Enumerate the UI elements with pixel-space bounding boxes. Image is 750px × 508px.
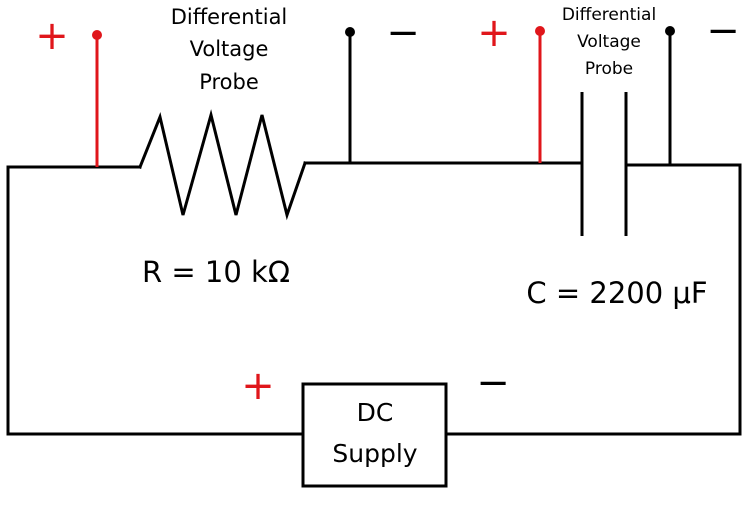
probe-left-minus-sign: −: [386, 10, 420, 56]
probe-left-plus-sign: +: [35, 13, 69, 59]
resistor-value-label: R = 10 kΩ: [142, 255, 290, 289]
probe-left: + − Differential Voltage Probe: [35, 5, 420, 167]
probe-right-label-line1: Differential: [562, 5, 656, 25]
probe-right-positive-tip: [535, 26, 545, 36]
capacitor-symbol: [580, 92, 628, 236]
resistor-symbol: [138, 109, 307, 221]
wire-left-top: [6, 165, 305, 436]
dc-supply-label-line2: Supply: [332, 439, 417, 468]
probe-right-negative-tip: [665, 26, 675, 36]
dc-supply-label-line1: DC: [357, 398, 394, 427]
supply-plus-sign: +: [241, 363, 275, 409]
probe-left-label-line2: Voltage: [190, 37, 269, 61]
probe-left-label-line3: Probe: [199, 70, 259, 94]
probe-right: + − Differential Voltage Probe: [477, 5, 740, 165]
probe-left-label-line1: Differential: [171, 5, 288, 29]
probe-right-minus-sign: −: [706, 8, 740, 54]
capacitor-value-label: C = 2200 μF: [526, 276, 707, 310]
probe-right-label-line3: Probe: [585, 59, 633, 79]
supply-minus-sign: −: [476, 360, 510, 406]
dc-supply-box: [301, 382, 448, 488]
probe-right-label-line2: Voltage: [577, 32, 641, 52]
probe-left-negative-tip: [345, 27, 355, 37]
wire-right-bottom: [444, 163, 742, 436]
probe-right-plus-sign: +: [477, 10, 511, 56]
probe-left-positive-tip: [92, 30, 102, 40]
